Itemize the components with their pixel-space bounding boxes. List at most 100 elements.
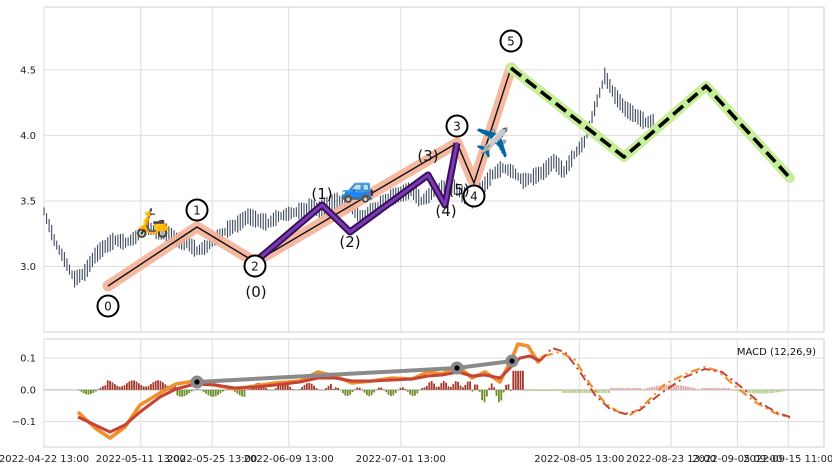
macd-hist-bar	[442, 380, 445, 390]
macd-hist-bar-projected	[572, 389, 574, 393]
macd-hist-bar-projected	[689, 387, 692, 390]
macd-hist-bar	[111, 382, 114, 390]
macd-hist-bar	[80, 389, 83, 392]
macd-hist-bar	[428, 382, 431, 390]
macd-hist-bar-projected	[764, 389, 766, 394]
macd-hist-bar	[498, 389, 500, 403]
macd-hist-bar	[327, 385, 330, 390]
macd-hist-bar-projected	[526, 389, 529, 392]
macd-hist-bar-projected	[644, 388, 646, 390]
macd-hist-bar	[392, 389, 395, 396]
macd-hist-bar	[212, 389, 215, 397]
macd-hist-bar-projected	[658, 385, 661, 390]
macd-hist-bar	[313, 385, 315, 390]
projection-dashed	[509, 66, 792, 180]
macd-hist-bar	[502, 389, 505, 393]
macd-hist-bar	[488, 387, 491, 390]
macd-hist-bar	[241, 389, 243, 397]
macd-hist-bar	[270, 389, 272, 391]
wave-sub-label: (2)	[339, 233, 360, 251]
macd-hist-bar	[205, 389, 207, 394]
macd-hist-bar	[171, 386, 174, 390]
macd-hist-bar	[308, 382, 311, 390]
macd-hist-bar	[126, 383, 128, 390]
macd-hist-bar	[332, 388, 335, 390]
macd-hist-bar-projected	[639, 387, 641, 390]
macd-hist-bar	[226, 389, 229, 390]
macd-hist-bar	[301, 387, 303, 390]
macd-hist-bar-projected	[579, 389, 581, 393]
macd-hist-bar	[510, 389, 512, 392]
macd-hist-bar-projected	[586, 389, 589, 393]
wave-circle-label: 3	[453, 120, 461, 134]
macd-hist-bar	[500, 389, 503, 401]
wave-circle	[96, 294, 120, 318]
wave-circle	[499, 29, 523, 53]
macd-hist-bar	[291, 388, 294, 390]
macd-hist-bar	[356, 387, 359, 390]
macd-hist-bar	[248, 389, 251, 390]
macd-hist-bar	[154, 380, 157, 390]
macd-hist-bar	[147, 385, 150, 390]
macd-hist-bar	[440, 383, 443, 390]
wave-sub-label: (4)	[435, 202, 456, 220]
macd-hist-bar	[130, 380, 133, 390]
macd-hist-bar	[445, 382, 447, 390]
wave-circle-label: 0	[104, 300, 112, 314]
macd-hist-bar-projected	[728, 387, 730, 390]
price-panel: 3.0 3.5 4.0 4.5 0 1 2 3 4 5 (0) (1) (2) (3) (4) (5) 🛵 🚙 ✈️	[20, 6, 825, 333]
macd-hist-bar	[476, 384, 479, 390]
macd-hist-bar-projected	[706, 387, 709, 390]
macd-hist-bar	[116, 385, 119, 390]
macd-hist-bar-projected	[627, 387, 629, 390]
macd-hist-bar	[195, 389, 198, 390]
macd-hist-bar	[198, 389, 200, 390]
price-y-tick-label: 4.0	[20, 131, 36, 142]
macd-hist-bar-projected	[552, 389, 555, 392]
macd-hist-bar	[418, 389, 421, 391]
macd-hist-bar	[87, 389, 90, 395]
x-tick-label: 2022-08-23 13:00	[626, 454, 716, 465]
macd-hist-bar-projected	[747, 389, 749, 393]
macd-hist-bar	[222, 389, 224, 392]
macd-hist-bar	[462, 387, 464, 390]
wave-sub-label: (3)	[417, 147, 438, 165]
macd-hist-bar	[274, 388, 277, 390]
macd-hist-bar	[404, 388, 407, 390]
macd-hist-bar-projected	[620, 387, 622, 390]
macd-hist-bar-projected	[754, 389, 757, 394]
macd-hist-bar-projected	[788, 389, 790, 391]
macd-hist-bar	[243, 389, 246, 397]
macd-hist-bar	[162, 382, 164, 390]
macd-hist-bar-projected	[701, 387, 704, 390]
x-tick-label: 2022-05-25 13:00	[167, 454, 257, 465]
macd-hist-bar	[342, 389, 344, 394]
macd-hist-bar	[246, 389, 248, 391]
macd-hist-bar-projected	[768, 389, 771, 394]
macd-hist-bar	[394, 389, 397, 394]
macd-hist-bar	[178, 389, 181, 397]
price-panel-frame	[43, 6, 825, 333]
macd-hist-bar-projected	[716, 387, 718, 390]
macd-hist-bar	[447, 386, 450, 390]
x-tick-label: 2022-06-09 13:00	[244, 454, 334, 465]
macd-hist-bar	[346, 389, 349, 397]
price-y-tick-label: 3.0	[20, 262, 36, 273]
macd-hist-bar	[279, 383, 282, 390]
macd-hist-bar	[109, 380, 111, 390]
macd-hist-bar	[262, 385, 265, 390]
macd-hist-bar	[286, 384, 289, 390]
macd-hist-bar-projected	[682, 385, 685, 390]
macd-hist-bar	[277, 385, 279, 390]
macd-hist-bar	[164, 384, 167, 390]
macd-hist-bar	[339, 389, 342, 391]
macd-hist-bar	[387, 389, 390, 395]
macd-hist-bar-projected	[704, 387, 706, 390]
macd-hist-bar-projected	[648, 387, 651, 390]
macd-hist-bar-projected	[624, 387, 627, 390]
macd-hist-bar	[140, 385, 143, 390]
macd-hist-bar-projected	[550, 389, 553, 392]
macd-hist-bar	[373, 389, 375, 393]
macd-hist-bar-projected	[756, 389, 759, 394]
